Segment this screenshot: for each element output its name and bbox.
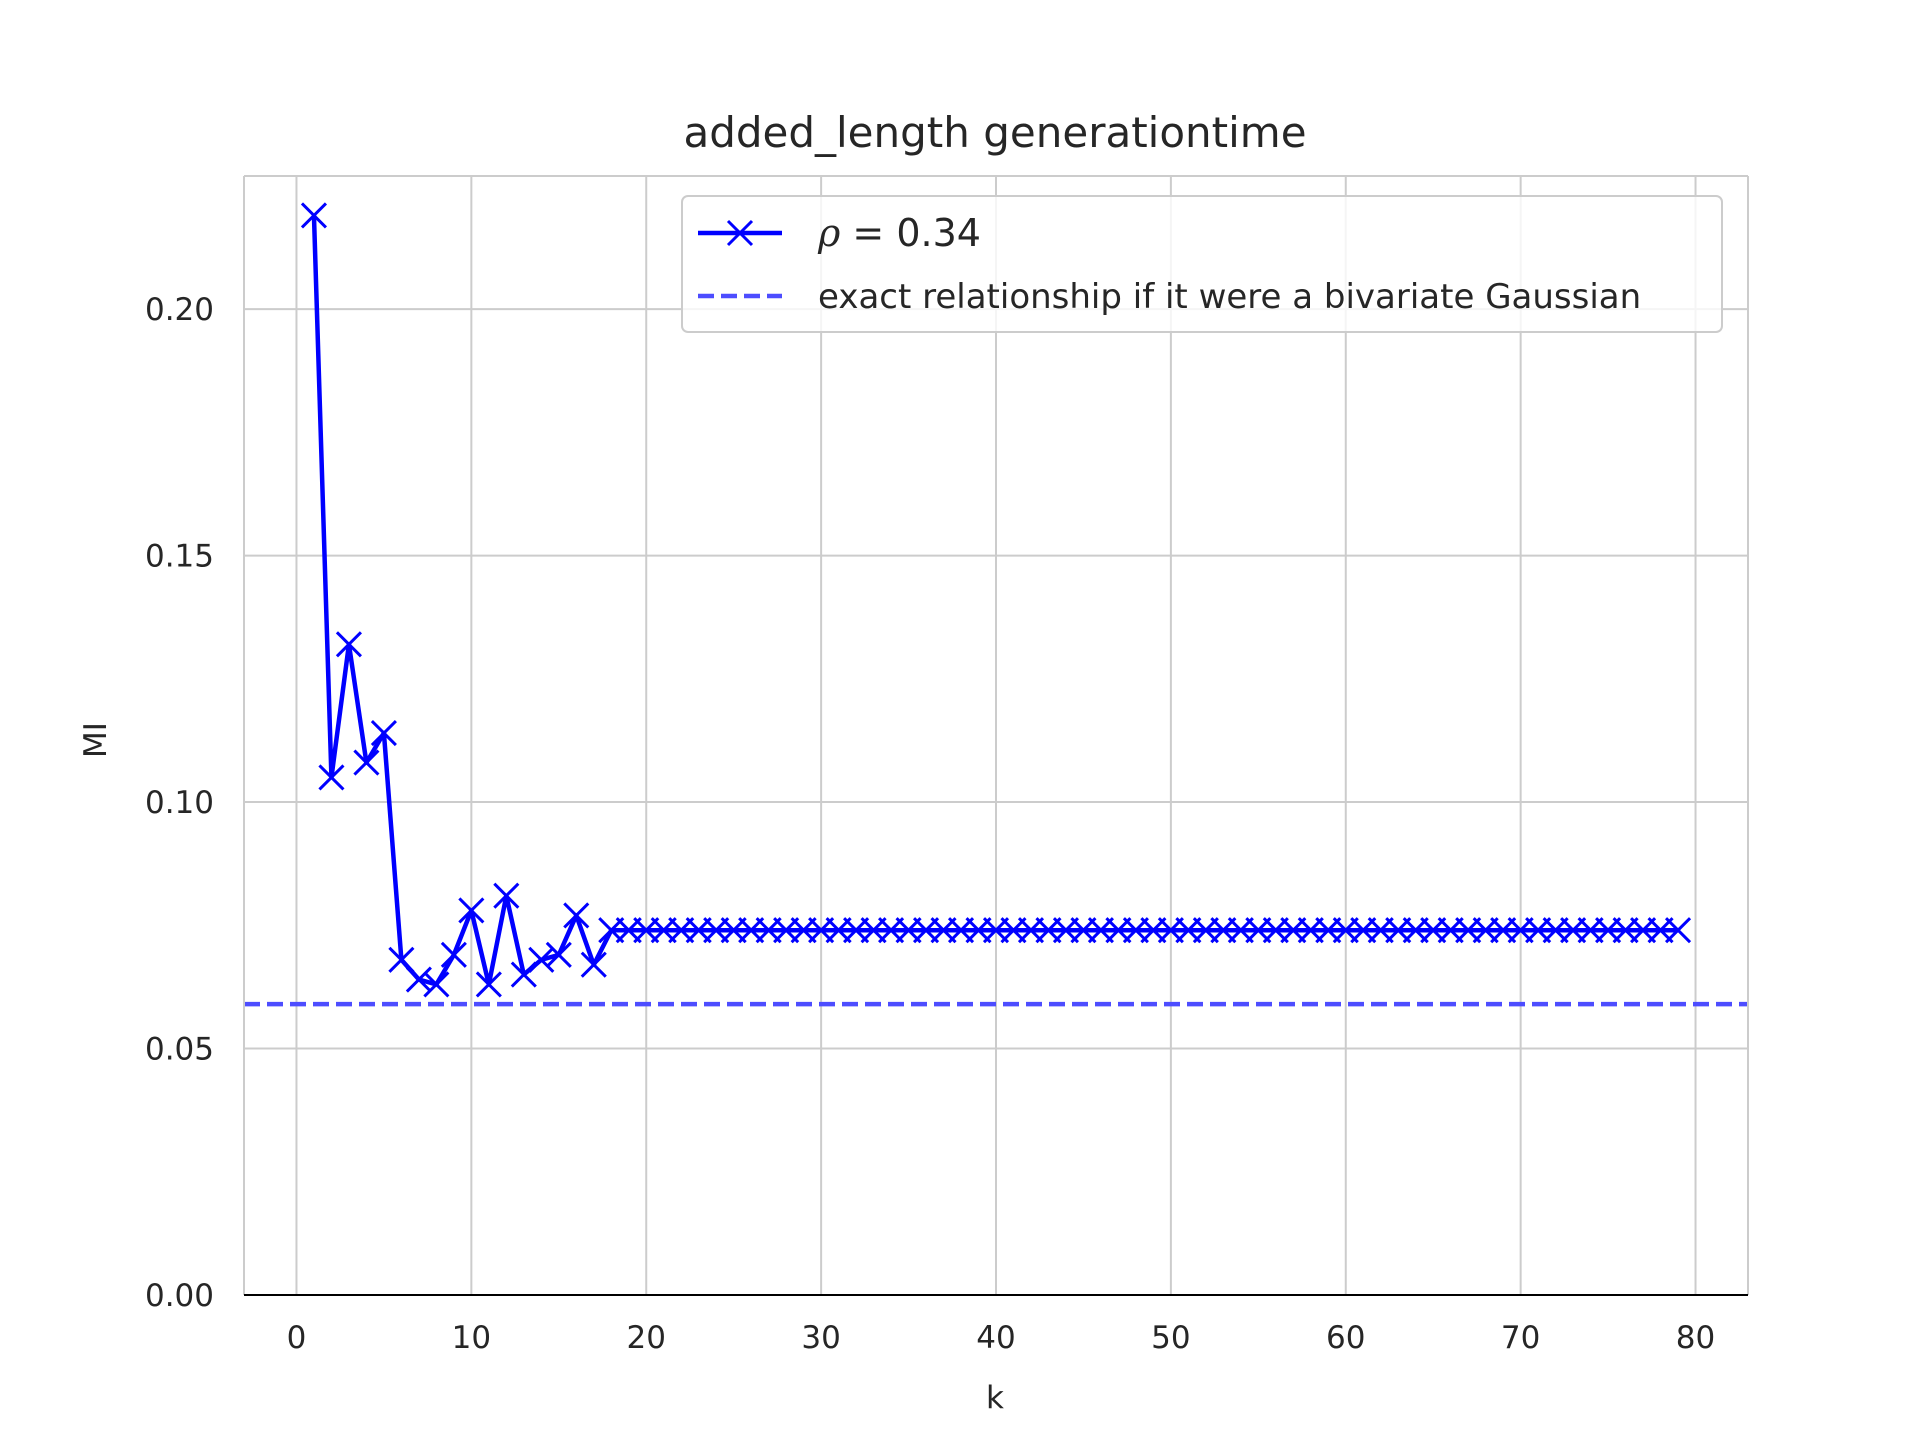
data-point-marker (300, 202, 328, 229)
y-tick-label: 0.15 (145, 539, 214, 575)
data-point-marker (545, 941, 572, 968)
data-point-marker (580, 951, 607, 978)
data-point-marker (318, 764, 345, 791)
x-tick-label: 60 (1326, 1320, 1365, 1356)
data-point-marker (335, 631, 362, 658)
x-tick-label: 10 (452, 1320, 491, 1356)
legend-label-rho: ρ = 0.34 (817, 211, 981, 255)
legend-entry-gaussian: exact relationship if it were a bivariat… (698, 277, 1641, 317)
y-tick-label: 0.05 (145, 1032, 214, 1068)
x-tick-label: 30 (801, 1320, 840, 1356)
legend-label-gaussian: exact relationship if it were a bivariat… (818, 277, 1641, 317)
x-tick-label: 40 (976, 1320, 1015, 1356)
data-point-marker (1664, 917, 1692, 944)
data-point-marker (440, 941, 467, 968)
legend: ρ = 0.34 exact relationship if it were a… (681, 195, 1723, 333)
y-tick-label: 0.10 (145, 785, 214, 821)
x-tick-label: 80 (1676, 1320, 1715, 1356)
data-point-marker (458, 897, 485, 924)
plot-area (244, 202, 1748, 1007)
data-point-marker (405, 966, 432, 993)
data-point-marker (388, 946, 415, 973)
legend-box (681, 195, 1723, 333)
legend-rho-symbol: ρ (817, 211, 841, 255)
x-tick-label: 50 (1151, 1320, 1190, 1356)
x-tick-label: 0 (287, 1320, 307, 1356)
y-tick-label: 0.20 (145, 292, 214, 328)
grid (244, 176, 1748, 1296)
data-point-marker (423, 971, 450, 998)
data-point-marker (510, 961, 537, 988)
y-tick-label: 0.00 (145, 1278, 214, 1314)
x-axis-label: k (986, 1380, 1004, 1416)
x-tick-label: 20 (627, 1320, 666, 1356)
axes: 0 10 20 30 40 50 60 70 80 0.00 0.05 0.10 0.15 0.20 (145, 175, 1749, 1356)
data-point-marker (370, 719, 397, 747)
legend-entry-rho: ρ = 0.34 (698, 211, 981, 255)
chart-title: added_length generationtime (683, 108, 1306, 157)
data-point-marker (493, 882, 520, 909)
y-axis-label: MI (78, 722, 114, 758)
legend-marker-x (726, 219, 754, 247)
data-point-marker (353, 749, 380, 776)
legend-rho-value: = 0.34 (840, 211, 981, 255)
data-point-marker (528, 946, 555, 973)
data-point-marker (563, 902, 590, 929)
x-tick-label: 70 (1501, 1320, 1540, 1356)
data-point-marker (475, 971, 502, 998)
